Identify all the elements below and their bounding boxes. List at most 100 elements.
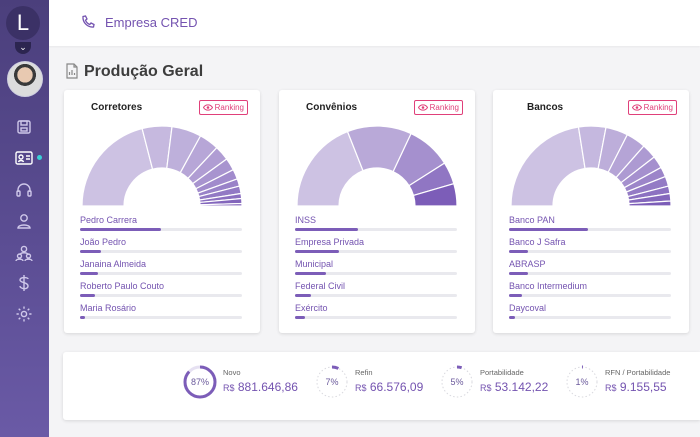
- ranking-button[interactable]: Ranking: [199, 100, 248, 115]
- card-bancos: Bancos Ranking Banco PAN Banco J Safra ABRAS…: [493, 90, 689, 333]
- ranking-item[interactable]: Daycoval: [509, 303, 671, 319]
- stat-value: R$ 881.646,86: [223, 380, 298, 394]
- ranking-button[interactable]: Ranking: [628, 100, 677, 115]
- top-bar: Empresa CRED: [49, 0, 700, 46]
- eye-icon: [203, 104, 213, 111]
- ranking-button[interactable]: Ranking: [414, 100, 463, 115]
- stat-label: Refin: [355, 368, 373, 377]
- company-name[interactable]: Empresa CRED: [105, 15, 197, 30]
- user-icon[interactable]: [14, 211, 34, 231]
- stat-percent: 7%: [315, 365, 349, 399]
- ranking-item-label: Roberto Paulo Couto: [80, 281, 242, 291]
- ranking-item[interactable]: Pedro Carrera: [80, 215, 242, 231]
- ranking-item-label: Janaina Almeida: [80, 259, 242, 269]
- ranking-item[interactable]: João Pedro: [80, 237, 242, 253]
- ranking-item[interactable]: Federal Civil: [295, 281, 457, 297]
- stat-currency: R$: [355, 383, 367, 393]
- ranking-item-bar: [80, 294, 242, 297]
- stat-label: Portabilidade: [480, 368, 524, 377]
- ranking-item-fill: [295, 294, 311, 297]
- phone-icon: [80, 14, 96, 30]
- ranking-item-label: João Pedro: [80, 237, 242, 247]
- ranking-item-label: Pedro Carrera: [80, 215, 242, 225]
- ranking-item-label: Banco Intermedium: [509, 281, 671, 291]
- users-group-icon[interactable]: [14, 243, 34, 263]
- ranking-item[interactable]: Janaina Almeida: [80, 259, 242, 275]
- ranking-item-fill: [295, 250, 339, 253]
- ranking-item-fill: [509, 294, 522, 297]
- chevron-down-icon[interactable]: ⌄: [15, 42, 31, 54]
- ranking-item-fill: [509, 250, 528, 253]
- ranking-item[interactable]: Banco Intermedium: [509, 281, 671, 297]
- donut-chart: [295, 126, 459, 208]
- donut-chart: [80, 126, 244, 208]
- card-title: Bancos: [527, 102, 563, 113]
- page-title: Produção Geral: [84, 63, 203, 81]
- ranking-item[interactable]: Exército: [295, 303, 457, 319]
- ranking-item[interactable]: Municipal: [295, 259, 457, 275]
- ranking-item[interactable]: INSS: [295, 215, 457, 231]
- logo[interactable]: L: [6, 6, 40, 40]
- ranking-item-fill: [80, 250, 101, 253]
- ranking-item-label: Banco PAN: [509, 215, 671, 225]
- ranking-item-bar: [80, 250, 242, 253]
- eye-icon: [632, 104, 642, 111]
- stat-currency: R$: [480, 383, 492, 393]
- stat-percent: 1%: [565, 365, 599, 399]
- stat-percent: 87%: [183, 365, 217, 399]
- ranking-item-label: Daycoval: [509, 303, 671, 313]
- ranking-item-bar: [295, 250, 457, 253]
- stat-amount: 53.142,22: [495, 380, 548, 394]
- ranking-item[interactable]: Banco J Safra: [509, 237, 671, 253]
- donut-segment[interactable]: [82, 129, 153, 206]
- ranking-item-label: Maria Rosário: [80, 303, 242, 313]
- card-title: Corretores: [91, 102, 142, 113]
- ranking-item-label: Banco J Safra: [509, 237, 671, 247]
- ranking-item-fill: [80, 316, 85, 319]
- eye-icon: [418, 104, 428, 111]
- id-card-icon[interactable]: [14, 148, 34, 168]
- ranking-item-bar: [80, 228, 242, 231]
- ranking-item[interactable]: Empresa Privada: [295, 237, 457, 253]
- ranking-label: Ranking: [215, 103, 244, 112]
- ranking-label: Ranking: [430, 103, 459, 112]
- ranking-item-fill: [295, 316, 305, 319]
- ranking-item-label: Empresa Privada: [295, 237, 457, 247]
- ranking-label: Ranking: [644, 103, 673, 112]
- ranking-item-fill: [80, 294, 95, 297]
- sidebar: L ⌄: [0, 0, 49, 437]
- save-icon[interactable]: [14, 117, 34, 137]
- document-icon: [65, 63, 79, 79]
- stat-value: R$ 9.155,55: [605, 380, 667, 394]
- card-convênios: Convênios Ranking INSS Empresa Privada Munic…: [279, 90, 475, 333]
- ranking-item-bar: [509, 250, 671, 253]
- gear-icon[interactable]: [14, 304, 34, 324]
- ranking-item-bar: [509, 294, 671, 297]
- ranking-item[interactable]: Roberto Paulo Couto: [80, 281, 242, 297]
- dollar-icon[interactable]: [14, 273, 34, 293]
- donut-segment[interactable]: [511, 127, 585, 206]
- ranking-item-fill: [509, 272, 528, 275]
- stat-amount: 881.646,86: [238, 380, 298, 394]
- ranking-item-fill: [509, 316, 515, 319]
- summary-panel: 87% Novo R$ 881.646,86 7% Refin R$ 66.576,09 5…: [63, 352, 700, 420]
- ranking-item-label: Federal Civil: [295, 281, 457, 291]
- ranking-item-bar: [295, 316, 457, 319]
- ranking-item-fill: [295, 272, 326, 275]
- ranking-item[interactable]: ABRASP: [509, 259, 671, 275]
- ranking-item[interactable]: Maria Rosário: [80, 303, 242, 319]
- ranking-item-fill: [80, 228, 161, 231]
- card-corretores: Corretores Ranking Pedro Carrera João Pedro…: [64, 90, 260, 333]
- ranking-item[interactable]: Banco PAN: [509, 215, 671, 231]
- active-indicator: [37, 155, 42, 160]
- stat-label: Novo: [223, 368, 241, 377]
- card-title: Convênios: [306, 102, 357, 113]
- stat-currency: R$: [223, 383, 235, 393]
- headset-icon[interactable]: [14, 180, 34, 200]
- ranking-item-bar: [80, 316, 242, 319]
- ranking-item-fill: [80, 272, 98, 275]
- ranking-item-bar: [295, 294, 457, 297]
- stat-value: R$ 53.142,22: [480, 380, 548, 394]
- ranking-item-label: Exército: [295, 303, 457, 313]
- avatar[interactable]: [7, 61, 43, 97]
